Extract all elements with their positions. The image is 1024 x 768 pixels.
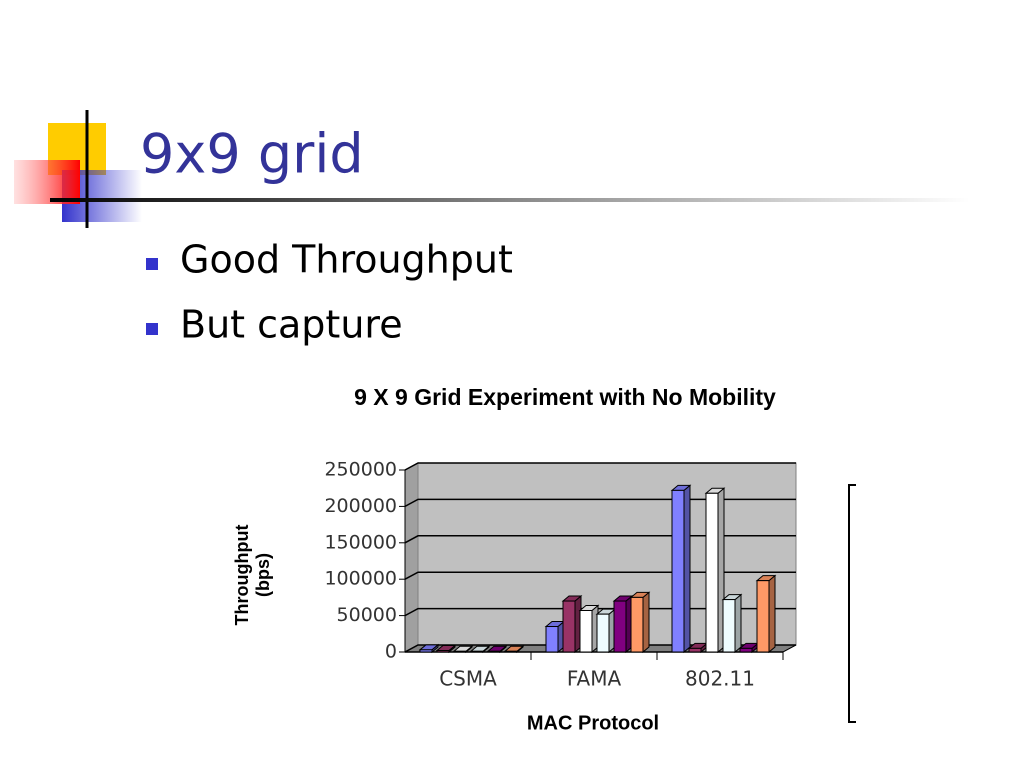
x-tick-label: CSMA: [439, 667, 497, 691]
bar: [579, 610, 593, 653]
bar: [671, 489, 685, 653]
grid-line: [404, 535, 796, 544]
bar: [487, 650, 501, 653]
bar: [436, 650, 450, 653]
grid-line: [404, 498, 796, 508]
chart-title: 9 X 9 Grid Experiment with No Mobility: [354, 384, 776, 410]
bar-side: [683, 484, 691, 654]
bar: [596, 613, 610, 653]
bar-side: [734, 593, 742, 654]
title-rule: [50, 198, 970, 202]
y-tick-label: 100000: [324, 568, 397, 590]
y-tick-label: 50000: [337, 604, 397, 626]
bar: [722, 599, 736, 653]
bar: [504, 650, 518, 653]
y-tick-label: 0: [385, 641, 397, 663]
bar: [613, 600, 627, 653]
slide-title: 9x9 grid: [140, 123, 364, 186]
x-axis-title: MAC Protocol: [527, 712, 659, 734]
bar: [756, 580, 770, 653]
y-axis-title: Throughput (bps): [232, 524, 273, 626]
bar-side: [768, 574, 776, 654]
bar: [453, 650, 467, 653]
bullet-text: Good Throughput: [180, 238, 513, 282]
bullet-text: But capture: [180, 303, 403, 347]
bar: [705, 492, 719, 653]
bar: [545, 626, 559, 653]
bullet: [146, 258, 158, 270]
grid-line: [404, 607, 796, 617]
grid-line: [404, 644, 796, 653]
y-tick-label: 250000: [324, 459, 397, 481]
grid-line: [404, 462, 796, 471]
x-tick-label: FAMA: [567, 667, 622, 691]
side-wall: [404, 462, 419, 653]
y-tick-label: 150000: [324, 531, 397, 553]
bar: [419, 649, 433, 653]
bar: [562, 600, 576, 653]
bar-side: [642, 591, 650, 654]
grid-line: [404, 571, 796, 580]
x-tick-label: 802.11: [685, 667, 755, 691]
deco-red: [14, 160, 80, 204]
y-tick-label: 200000: [324, 495, 397, 517]
bar: [470, 650, 484, 653]
bar: [630, 596, 644, 653]
legend-frame: [848, 484, 856, 723]
bar: [688, 647, 702, 653]
bullet: [146, 323, 158, 335]
bar: [739, 647, 753, 653]
